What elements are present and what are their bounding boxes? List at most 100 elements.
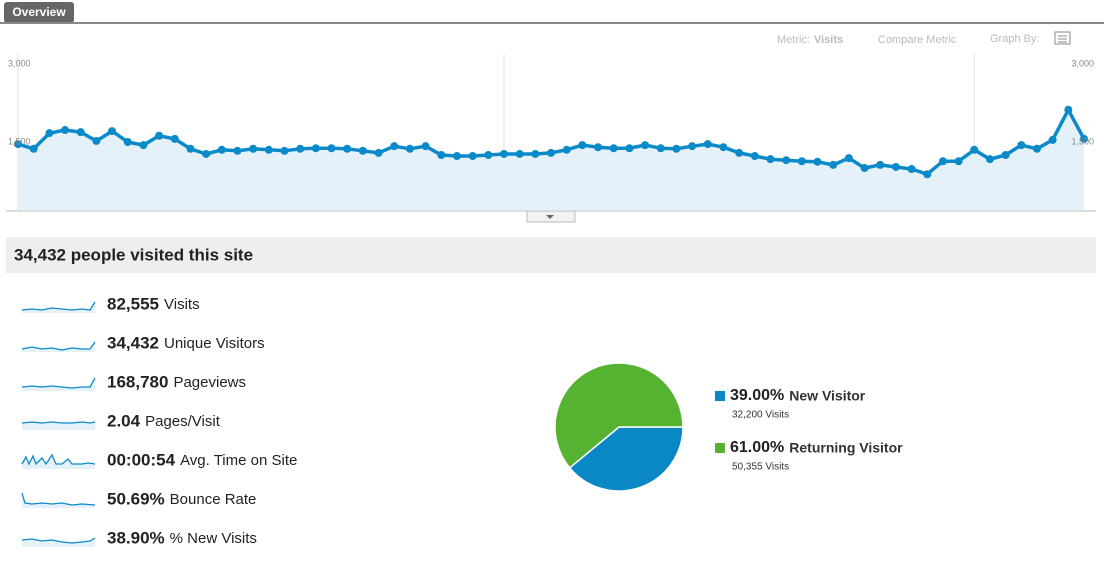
expand-arrow [546,215,554,219]
point [656,144,665,153]
point [766,155,775,164]
sparkline [21,341,96,351]
point [390,142,399,151]
point [562,145,571,154]
legend-swatch [715,443,725,453]
metric-row: 00:00:54 Avg. Time on Site [21,450,297,469]
pie-slice [568,426,684,492]
sparkline [21,301,96,311]
metric-label: % New Visits [170,530,257,547]
point [547,148,555,157]
point [45,129,54,138]
point [1048,135,1057,144]
metrics: 82,555 Visits 34,432 Unique Visitors 168,780… [21,294,297,547]
metric-value[interactable]: Visits [814,34,843,46]
point [578,141,587,150]
point [625,144,634,153]
point [123,138,132,146]
point [876,160,885,169]
point [155,131,164,140]
point [358,146,367,155]
sparkline [21,421,96,424]
point [797,157,806,166]
sparkline-area [22,422,95,430]
point [641,141,650,150]
point [970,145,979,154]
point [813,157,822,166]
point [985,155,994,164]
point [531,149,540,158]
point [186,144,195,153]
metric-value: 00:00:54 [107,450,176,469]
point [421,142,430,151]
point [452,152,461,161]
point [264,145,273,154]
sparkline-area [22,493,95,508]
y-tick-label-right: 1,500 [1071,136,1094,146]
point [249,144,258,153]
point [688,142,697,151]
point [311,144,320,153]
point [594,143,603,152]
point [515,149,524,158]
sparkline-area [22,342,95,352]
tab-rule [0,22,1104,24]
point [202,149,211,158]
legend-value: 39.00% [730,387,784,404]
point [735,148,744,157]
point [437,151,446,159]
point [672,144,681,153]
metric-value: 168,780 [107,372,168,391]
point [719,143,728,152]
summary-title: 34,432 people visited this site [14,245,253,264]
sparkline-area [22,378,95,391]
point [327,144,336,153]
metric-row: 82,555 Visits [21,294,200,313]
point [14,140,22,149]
point [1017,141,1026,150]
tab[interactable] [4,2,74,23]
point [108,127,117,136]
metric-row: 168,780 Pageviews [21,372,246,391]
point [1032,144,1041,153]
tab-label[interactable]: Overview [12,5,66,19]
legend-detail: 32,200 Visits [732,410,789,421]
y-tick-label: 3,000 [8,58,31,68]
point [29,144,38,153]
metric-value: 82,555 [107,294,159,313]
metric-row: 50.69% Bounce Rate [21,489,256,508]
metric-label: Pageviews [173,374,246,391]
compare-metric[interactable]: Compare Metric [878,34,957,46]
sparkline-area [22,538,95,547]
point [499,149,508,158]
point [405,144,414,153]
y-tick-label-right: 3,000 [1071,58,1094,68]
point [296,144,305,153]
metric-value: 38.90% [107,528,165,547]
metric-value: 2.04 [107,411,141,430]
point [233,146,242,155]
point [139,141,148,150]
legend-swatch [715,391,725,401]
point [76,128,85,137]
icon-frame [1054,31,1071,45]
sparkline [21,537,96,544]
point [891,162,900,171]
sparkline-area [22,302,95,313]
point [923,170,932,179]
legend-detail: 50,355 Visits [732,462,789,473]
point [484,151,493,159]
point [61,126,70,135]
point [343,144,352,153]
sparkline [21,492,96,506]
legend-name: Returning Visitor [789,440,903,456]
sparkline [21,453,96,466]
point [1064,105,1073,114]
graph-by-icon[interactable] [1054,31,1071,45]
metric-label: Visits [164,296,200,313]
sparkline-area [22,455,95,469]
